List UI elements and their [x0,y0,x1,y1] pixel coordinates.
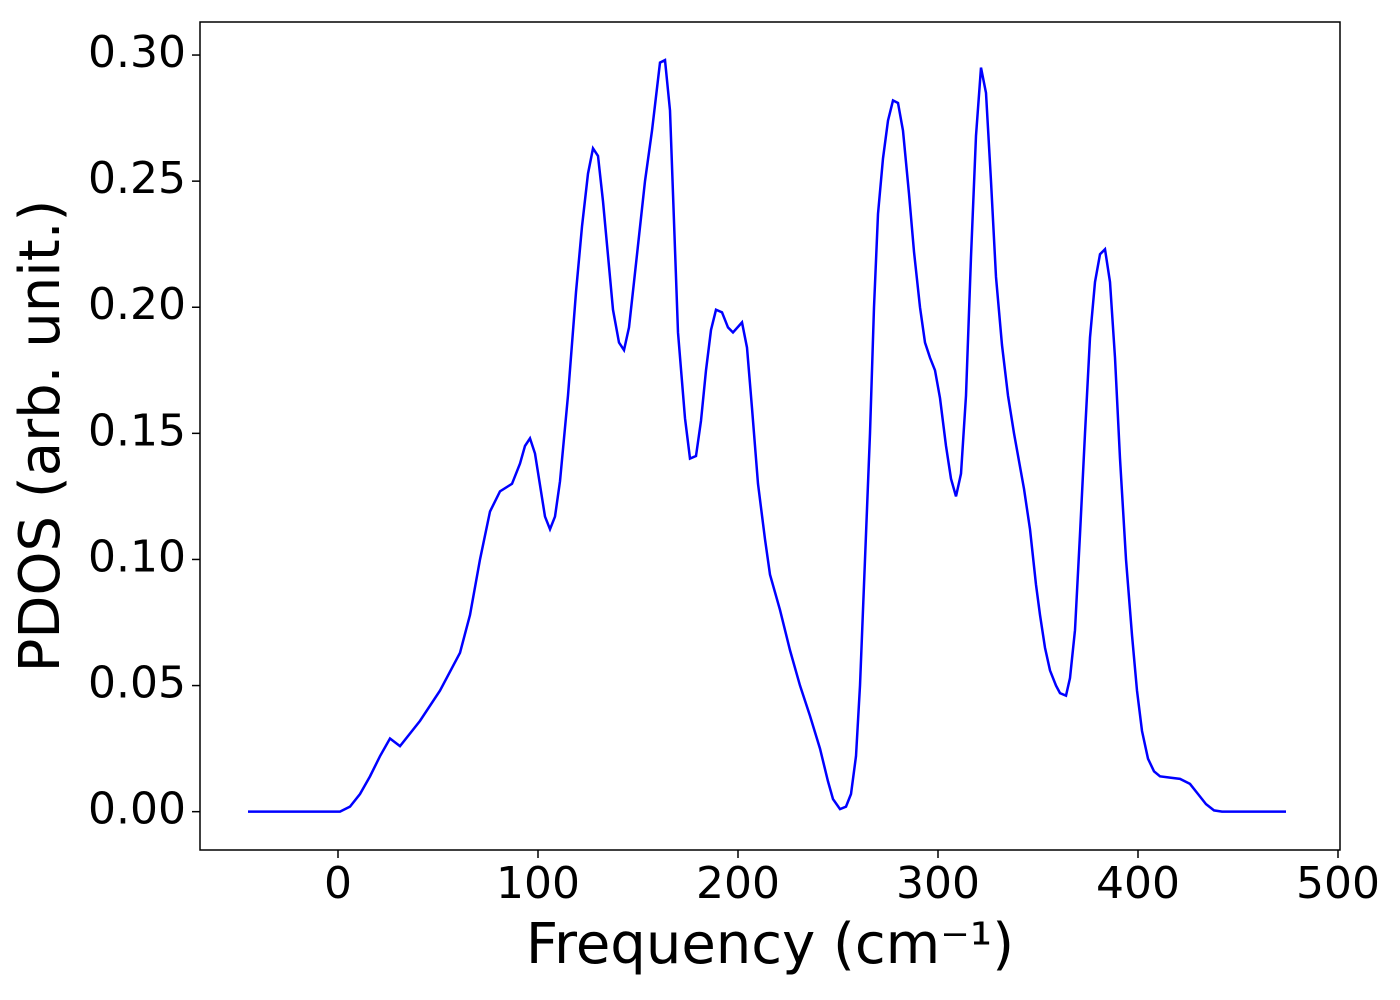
plot-frame [199,21,1341,851]
y-tick-label: 0.05 [88,658,186,709]
y-tick-label: 0.25 [88,153,186,204]
y-tick-label: 0.15 [88,405,186,456]
pdos-line [248,58,1286,813]
x-tick-label: 0 [324,858,352,909]
x-axis-label: Frequency (cm⁻¹) [526,912,1014,977]
y-tick-label: 0.30 [88,27,186,78]
x-tick-label: 300 [896,858,980,909]
x-tick-label: 400 [1096,858,1180,909]
x-tick-label: 500 [1296,858,1380,909]
x-tick-label: 200 [696,858,780,909]
x-tick-label: 100 [496,858,580,909]
y-axis-label: PDOS (arb. unit.) [8,200,73,673]
y-tick-label: 0.20 [88,279,186,330]
y-tick-label: 0.00 [88,784,186,835]
y-tick-label: 0.10 [88,531,186,582]
